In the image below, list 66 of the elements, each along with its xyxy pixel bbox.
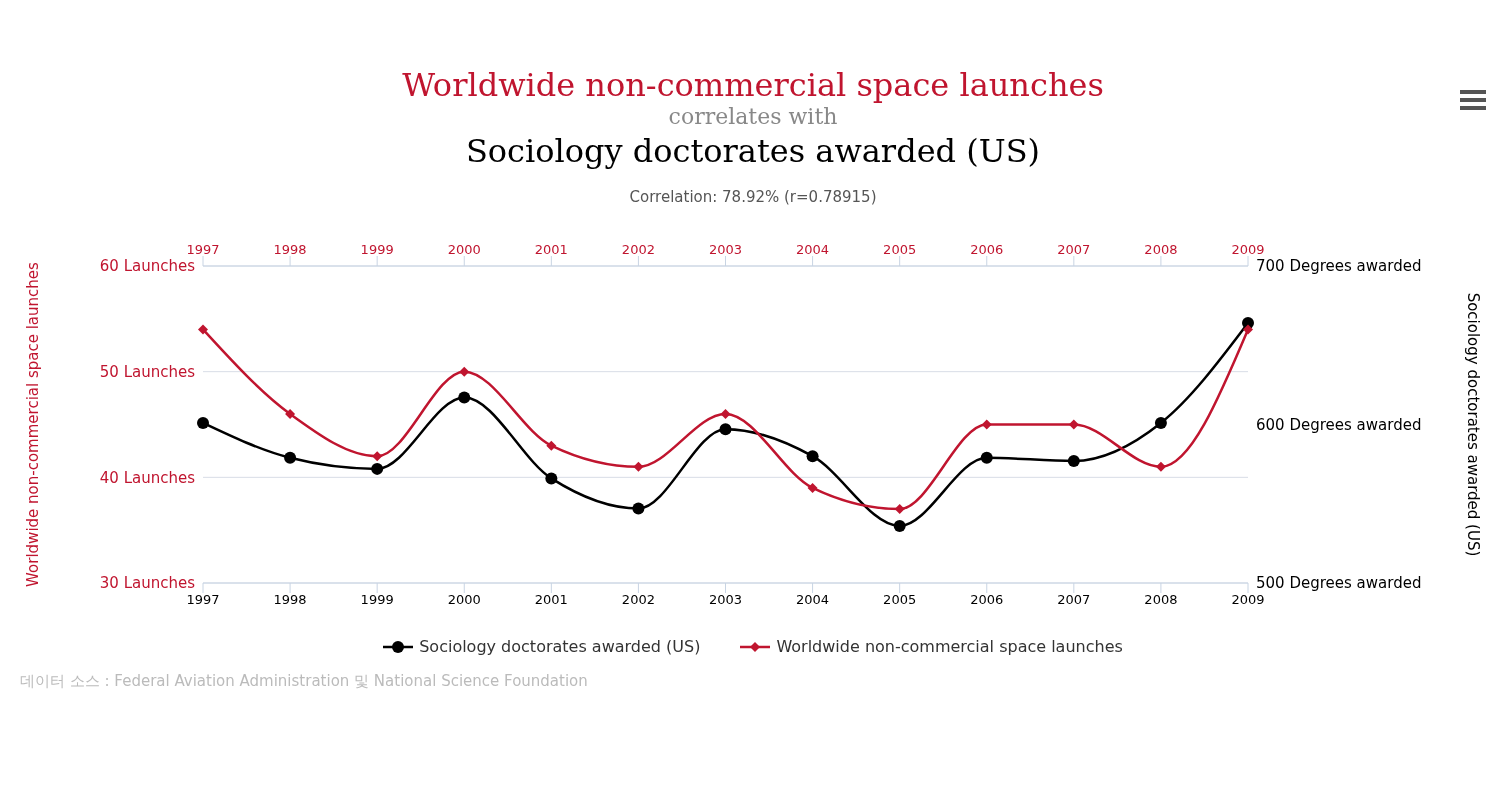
point	[720, 408, 731, 419]
chart-title: Worldwide non-commercial space launches	[401, 66, 1105, 104]
text: Correlation: 78.92% (r=0.78915)	[628, 188, 878, 206]
y-tick-label: 50 Launches	[99, 362, 196, 381]
y-tick-label: 60 Launches	[99, 257, 196, 276]
point	[1155, 461, 1166, 472]
category-label: 2003	[708, 592, 743, 608]
x-tick-label: 2005	[883, 242, 917, 257]
chart-subtitle: Sociology doctorates awarded (US)	[464, 131, 1042, 172]
x-tick-label: 2009	[1231, 242, 1265, 257]
point	[807, 482, 818, 493]
point	[632, 502, 645, 515]
x-tick-label: 2006	[970, 242, 1004, 257]
x-tick-label: 2002	[621, 242, 655, 257]
category-label: 2005	[883, 592, 917, 608]
y-axis-title: Worldwide non-commercial space launches	[24, 261, 43, 587]
y2-tick-label: 700 Degrees awarded	[1256, 257, 1422, 276]
x-tick-label: 2003	[708, 242, 743, 257]
x-tick-label: 2000	[447, 242, 481, 257]
point	[285, 408, 296, 419]
category-label: 2006	[970, 592, 1004, 608]
point	[719, 423, 732, 436]
x-tick-label: 2007	[1057, 242, 1091, 257]
x-tick-label: 1997	[186, 242, 220, 257]
point	[458, 391, 471, 404]
point	[1067, 454, 1080, 467]
category-label: 1999	[360, 592, 394, 608]
x-tick-label: 2001	[534, 242, 568, 257]
point	[1243, 324, 1253, 335]
x-tick-label: 2008	[1144, 242, 1178, 257]
point	[371, 462, 384, 475]
point	[1068, 419, 1079, 430]
y-tick-label: 40 Launches	[99, 468, 196, 487]
point	[459, 366, 470, 377]
text: correlates with	[667, 104, 839, 130]
category-label: 2002	[621, 592, 655, 608]
point	[545, 472, 558, 485]
legend-label: Worldwide non-commercial space launches	[775, 637, 1123, 656]
point	[980, 451, 993, 464]
category-label: 2001	[534, 592, 568, 608]
point	[284, 451, 297, 464]
y2-tick-label: 600 Degrees awarded	[1256, 415, 1422, 434]
point	[981, 419, 992, 430]
legend-label: Sociology doctorates awarded (US)	[418, 637, 701, 656]
point	[372, 451, 383, 462]
y-tick-label: 30 Launches	[99, 574, 196, 593]
category-label: 1997	[186, 592, 220, 608]
x-tick-label: 1999	[360, 242, 394, 257]
point	[546, 440, 557, 451]
x-tick-label: 1998	[273, 242, 307, 257]
category-label: 1998	[273, 592, 307, 608]
point	[197, 416, 209, 429]
category-label: 2009	[1231, 592, 1265, 608]
point	[806, 450, 819, 463]
point	[1154, 416, 1167, 429]
category-label: 2004	[796, 592, 830, 608]
point	[633, 461, 644, 472]
point	[893, 519, 906, 532]
y2-tick-label: 500 Degrees awarded	[1256, 574, 1422, 593]
category-label: 2008	[1144, 592, 1178, 608]
x-tick-label: 2004	[796, 242, 830, 257]
text: 데이터 소스 : Federal Aviation Administration 및 National Science Foundation	[19, 671, 589, 692]
category-label: 2000	[447, 592, 481, 608]
category-label: 2007	[1057, 592, 1091, 608]
y2-axis-title: Sociology doctorates awarded (US)	[1463, 292, 1482, 557]
point	[198, 324, 208, 335]
